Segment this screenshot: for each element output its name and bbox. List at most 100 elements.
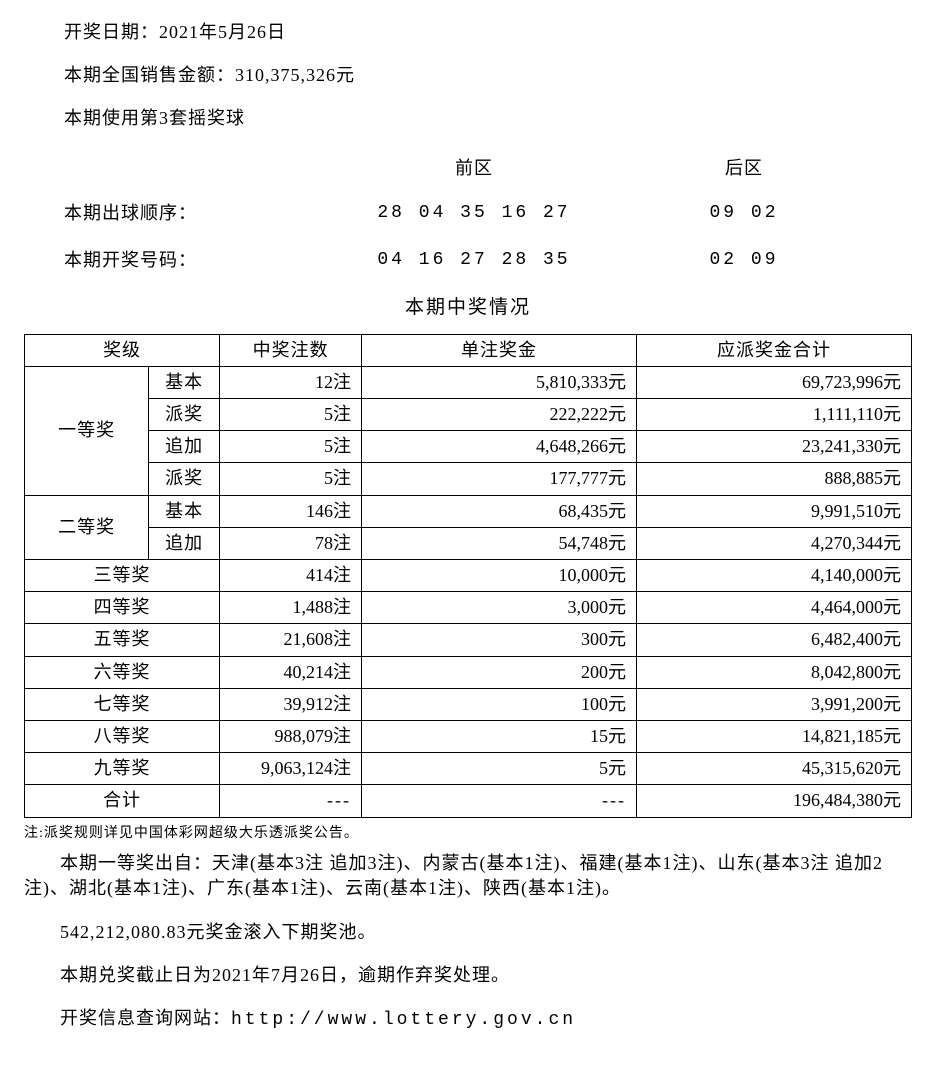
draw-order-row: 本期出球顺序： 28 04 35 16 27 09 02 [64,201,872,226]
cell-count: 1,488注 [220,592,362,624]
cell-count: 39,912注 [220,688,362,720]
rules-note: 注:派奖规则详见中国体彩网超级大乐透派奖公告。 [24,824,912,844]
cell-per: 300元 [362,624,637,656]
table-title: 本期中奖情况 [24,295,912,322]
table-row: 五等奖 21,608注 300元 6,482,400元 [25,624,912,656]
cell-per: 222,222元 [362,399,637,431]
table-row: 八等奖 988,079注 15元 14,821,185元 [25,720,912,752]
winning-back: 02 09 [624,248,864,273]
cell-sub: 派奖 [149,463,220,495]
cell-total: 8,042,800元 [637,656,912,688]
cell-total: 4,270,344元 [637,527,912,559]
table-row: 四等奖 1,488注 3,000元 4,464,000元 [25,592,912,624]
cell-per: 3,000元 [362,592,637,624]
cell-per: 200元 [362,656,637,688]
cell-total: 1,111,110元 [637,399,912,431]
cell-total: 69,723,996元 [637,366,912,398]
cell-sub: 基本 [149,366,220,398]
cell-total: 14,821,185元 [637,720,912,752]
table-row: 七等奖 39,912注 100元 3,991,200元 [25,688,912,720]
table-header-row: 奖级 中奖注数 单注奖金 应派奖金合计 [25,334,912,366]
cell-total: 23,241,330元 [637,431,912,463]
cell-total: 196,484,380元 [637,785,912,817]
winning-label: 本期开奖号码： [64,248,324,273]
col-total-header: 应派奖金合计 [637,334,912,366]
sales-amount-line: 本期全国销售金额：310,375,326元 [64,63,872,88]
cell-count: 146注 [220,495,362,527]
draw-order-back: 09 02 [624,201,864,226]
cell-total: 45,315,620元 [637,753,912,785]
draw-order-label: 本期出球顺序： [64,201,324,226]
back-zone-label: 后区 [624,156,864,181]
cell-sub: 追加 [149,431,220,463]
table-sum-row: 合计 --- --- 196,484,380元 [25,785,912,817]
cell-count: 5注 [220,431,362,463]
front-zone-label: 前区 [324,156,624,181]
cell-total: 4,140,000元 [637,560,912,592]
cell-count: 12注 [220,366,362,398]
rollover-paragraph: 542,212,080.83元奖金滚入下期奖池。 [24,920,912,945]
level-6: 六等奖 [25,656,220,688]
level-3: 三等奖 [25,560,220,592]
cell-per: 4,648,266元 [362,431,637,463]
deadline-paragraph: 本期兑奖截止日为2021年7月26日，逾期作弃奖处理。 [24,963,912,988]
cell-count: 78注 [220,527,362,559]
cell-count: 988,079注 [220,720,362,752]
level-8: 八等奖 [25,720,220,752]
cell-count: --- [220,785,362,817]
cell-count: 5注 [220,463,362,495]
cell-sub: 追加 [149,527,220,559]
origin-paragraph: 本期一等奖出自：天津(基本3注 追加3注)、内蒙古(基本1注)、福建(基本1注)… [24,851,912,901]
cell-per: 10,000元 [362,560,637,592]
cell-per: 5,810,333元 [362,366,637,398]
col-count-header: 中奖注数 [220,334,362,366]
cell-sub: 派奖 [149,399,220,431]
number-zone-header: 前区 后区 [64,156,872,181]
cell-per: --- [362,785,637,817]
cell-count: 9,063,124注 [220,753,362,785]
cell-total: 4,464,000元 [637,592,912,624]
cell-total: 3,991,200元 [637,688,912,720]
draw-order-front: 28 04 35 16 27 [324,201,624,226]
table-row: 一等奖 基本 12注 5,810,333元 69,723,996元 [25,366,912,398]
prize-table: 奖级 中奖注数 单注奖金 应派奖金合计 一等奖 基本 12注 5,810,333… [24,334,912,818]
level-4: 四等奖 [25,592,220,624]
winning-numbers-row: 本期开奖号码： 04 16 27 28 35 02 09 [64,248,872,273]
table-row: 派奖 5注 222,222元 1,111,110元 [25,399,912,431]
table-row: 派奖 5注 177,777元 888,885元 [25,463,912,495]
cell-per: 100元 [362,688,637,720]
website-label: 开奖信息查询网站： [60,1008,231,1028]
website-url: http://www.lottery.gov.cn [231,1010,576,1030]
cell-per: 68,435元 [362,495,637,527]
cell-count: 5注 [220,399,362,431]
col-per-header: 单注奖金 [362,334,637,366]
cell-total: 888,885元 [637,463,912,495]
winning-front: 04 16 27 28 35 [324,248,624,273]
table-row: 三等奖 414注 10,000元 4,140,000元 [25,560,912,592]
website-paragraph: 开奖信息查询网站：http://www.lottery.gov.cn [24,1006,912,1033]
cell-count: 40,214注 [220,656,362,688]
cell-per: 54,748元 [362,527,637,559]
col-level-header: 奖级 [25,334,220,366]
table-row: 六等奖 40,214注 200元 8,042,800元 [25,656,912,688]
cell-count: 414注 [220,560,362,592]
cell-count: 21,608注 [220,624,362,656]
level-2: 二等奖 [25,495,149,559]
cell-total: 6,482,400元 [637,624,912,656]
cell-per: 177,777元 [362,463,637,495]
table-row: 追加 78注 54,748元 4,270,344元 [25,527,912,559]
draw-date-line: 开奖日期：2021年5月26日 [64,20,872,45]
level-1: 一等奖 [25,366,149,495]
sum-label: 合计 [25,785,220,817]
cell-per: 15元 [362,720,637,752]
level-7: 七等奖 [25,688,220,720]
table-row: 九等奖 9,063,124注 5元 45,315,620元 [25,753,912,785]
table-row: 二等奖 基本 146注 68,435元 9,991,510元 [25,495,912,527]
table-row: 追加 5注 4,648,266元 23,241,330元 [25,431,912,463]
level-5: 五等奖 [25,624,220,656]
number-section: 前区 后区 本期出球顺序： 28 04 35 16 27 09 02 本期开奖号… [64,156,872,274]
ball-set-line: 本期使用第3套摇奖球 [64,106,872,131]
cell-per: 5元 [362,753,637,785]
cell-sub: 基本 [149,495,220,527]
cell-total: 9,991,510元 [637,495,912,527]
